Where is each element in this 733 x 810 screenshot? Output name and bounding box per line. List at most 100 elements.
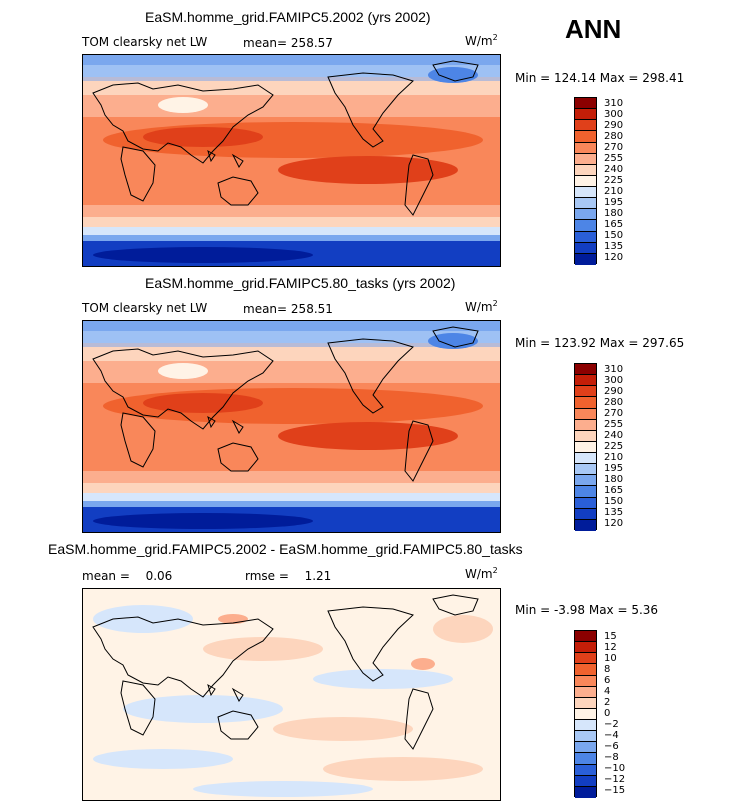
panel-3-tick: 0 — [604, 708, 611, 719]
panel-3-colorbar-bin — [575, 742, 596, 754]
panel-1-units-sup: 2 — [492, 33, 498, 42]
panel-2-tick: 180 — [604, 474, 624, 485]
panel-3-colorbar-bin — [575, 708, 596, 720]
panel-1-tick: 225 — [604, 175, 624, 186]
panel-1-colorbar-bin — [575, 131, 596, 143]
panel-2-tick: 135 — [604, 507, 624, 518]
panel-1-colorbar — [574, 97, 597, 265]
panel-1-colorbar-bin — [575, 98, 596, 110]
panel-1-colorbar-bin — [575, 175, 596, 187]
panel-3-colorbar-bin — [575, 775, 596, 787]
panel-1-variable-label: TOM clearsky net LW — [82, 35, 208, 49]
panel-2-units-sup: 2 — [492, 299, 498, 308]
panel-2-colorbar-bin — [575, 375, 596, 387]
panel-3-colorbar-bin — [575, 642, 596, 654]
panel-3-colorbar-bin — [575, 664, 596, 676]
panel-3-tick: 6 — [604, 675, 611, 686]
panel-2-colorbar-bin — [575, 497, 596, 509]
panel-2-colorbar-bin — [575, 464, 596, 476]
panel-2-tick: 165 — [604, 485, 624, 496]
panel-3-mean-label: mean = — [82, 569, 130, 583]
panel-2-colorbar-bin — [575, 508, 596, 520]
panel-3-colorbar-bin — [575, 720, 596, 732]
panel-1-colorbar-bin — [575, 120, 596, 132]
panel-3-tick: 10 — [604, 653, 617, 664]
panel-3-tick: 12 — [604, 642, 617, 653]
panel-1-tick: 290 — [604, 120, 624, 131]
panel-1-tick: 180 — [604, 208, 624, 219]
panel-3-colorbar — [574, 630, 597, 798]
panel-3-tick: −8 — [604, 752, 619, 763]
panel-2-title: EaSM.homme_grid.FAMIPC5.80_tasks (yrs 20… — [145, 275, 456, 291]
panel-1-map — [82, 54, 501, 267]
panel-2-colorbar-bin — [575, 519, 596, 531]
panel-1-tick: 195 — [604, 197, 624, 208]
panel-3-units: W/m2 — [465, 566, 498, 581]
panel-1-tick: 300 — [604, 109, 624, 120]
panel-3-map — [82, 588, 501, 801]
panel-3-tick: 2 — [604, 697, 611, 708]
panel-2-tick: 225 — [604, 441, 624, 452]
panel-1-colorbar-bin — [575, 209, 596, 221]
panel-2-mean-value: 258.51 — [290, 302, 333, 316]
panel-2-units-text: W/m — [465, 300, 493, 314]
panel-3-rmse-value: 1.21 — [304, 569, 332, 583]
panel-2-mean: mean= 258.51 — [243, 302, 333, 316]
panel-2-field — [83, 321, 500, 532]
panel-3-tick: −2 — [604, 719, 619, 730]
panel-1-colorbar-bin — [575, 187, 596, 199]
panel-1-tick: 210 — [604, 186, 624, 197]
panel-1-tick: 135 — [604, 241, 624, 252]
panel-2-tick: 210 — [604, 452, 624, 463]
panel-1-minmax: Min = 124.14 Max = 298.41 — [515, 71, 685, 85]
panel-3-tick: −12 — [604, 774, 626, 785]
panel-3-tick: 8 — [604, 664, 611, 675]
panel-2-tick: 300 — [604, 375, 624, 386]
panel-2-tick: 270 — [604, 408, 624, 419]
panel-1-tick: 240 — [604, 164, 624, 175]
panel-2-variable-label: TOM clearsky net LW — [82, 301, 208, 315]
panel-2-mean-label: mean= — [243, 302, 288, 316]
panel-3-tick: −6 — [604, 741, 619, 752]
panel-2-colorbar-bin — [575, 453, 596, 465]
panel-1-tick: 150 — [604, 230, 624, 241]
panel-1-title: EaSM.homme_grid.FAMIPC5.2002 (yrs 2002) — [145, 9, 431, 25]
panel-3-field — [83, 589, 500, 800]
panel-3-rmse-label: rmse = — [245, 569, 289, 583]
panel-2-colorbar-bin — [575, 364, 596, 376]
panel-2-colorbar-bin — [575, 397, 596, 409]
panel-3-tick: 4 — [604, 686, 611, 697]
panel-1-colorbar-bin — [575, 153, 596, 165]
panel-3-colorbar-bin — [575, 653, 596, 665]
panel-3-colorbar-bin — [575, 786, 596, 798]
panel-3-rmse: rmse = 1.21 — [245, 569, 331, 583]
panel-3-tick: 15 — [604, 631, 617, 642]
panel-1-tick: 120 — [604, 252, 624, 263]
panel-2-colorbar-bin — [575, 475, 596, 487]
panel-3-tick: −15 — [604, 785, 626, 796]
panel-3-tick: −4 — [604, 730, 619, 741]
panel-3-minmax: Min = -3.98 Max = 5.36 — [515, 603, 659, 617]
panel-1-mean-label: mean= — [243, 36, 288, 50]
panel-1-colorbar-bin — [575, 109, 596, 121]
panel-2-colorbar — [574, 363, 597, 531]
panel-1-field — [83, 55, 500, 266]
panel-1-colorbar-bin — [575, 164, 596, 176]
panel-1-colorbar-bin — [575, 142, 596, 154]
panel-2-minmax: Min = 123.92 Max = 297.65 — [515, 336, 685, 350]
panel-2-tick: 255 — [604, 419, 624, 430]
panel-2-colorbar-bin — [575, 419, 596, 431]
panel-3-colorbar-bin — [575, 731, 596, 743]
panel-1-tick: 270 — [604, 142, 624, 153]
panel-2-colorbar-bin — [575, 430, 596, 442]
panel-3-colorbar-bin — [575, 631, 596, 643]
panel-2-colorbar-bin — [575, 408, 596, 420]
panel-1-mean-value: 258.57 — [290, 36, 333, 50]
panel-3-colorbar-bin — [575, 764, 596, 776]
panel-1-tick: 255 — [604, 153, 624, 164]
panel-2-map — [82, 320, 501, 533]
panel-1-tick: 165 — [604, 219, 624, 230]
panel-1-colorbar-bin — [575, 253, 596, 265]
panel-2-tick: 310 — [604, 364, 624, 375]
panel-1-units: W/m2 — [465, 33, 498, 48]
